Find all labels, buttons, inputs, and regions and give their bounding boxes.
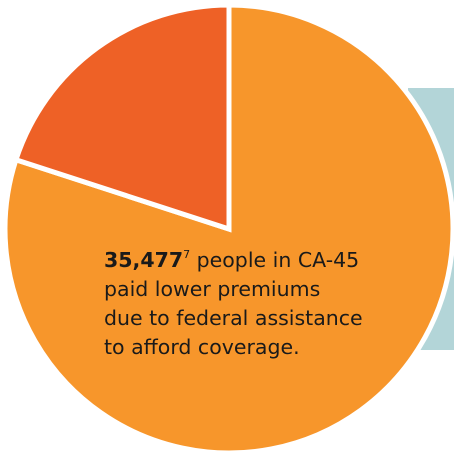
annotation-line-4: to afford coverage.: [104, 335, 300, 359]
pie-slice-2: [12, 2, 232, 233]
annotation-footnote: 7: [183, 248, 191, 261]
annotation-line-1: 35,4777 people in CA-45: [104, 246, 444, 275]
annotation-line-2: paid lower premiums: [104, 277, 321, 301]
annotation-number: 35,477: [104, 248, 184, 272]
annotation-line-3: due to federal assistance: [104, 306, 363, 330]
chart-annotation: 35,4777 people in CA-45 paid lower premi…: [104, 246, 444, 362]
annotation-text-1: people in CA-45: [196, 248, 360, 272]
